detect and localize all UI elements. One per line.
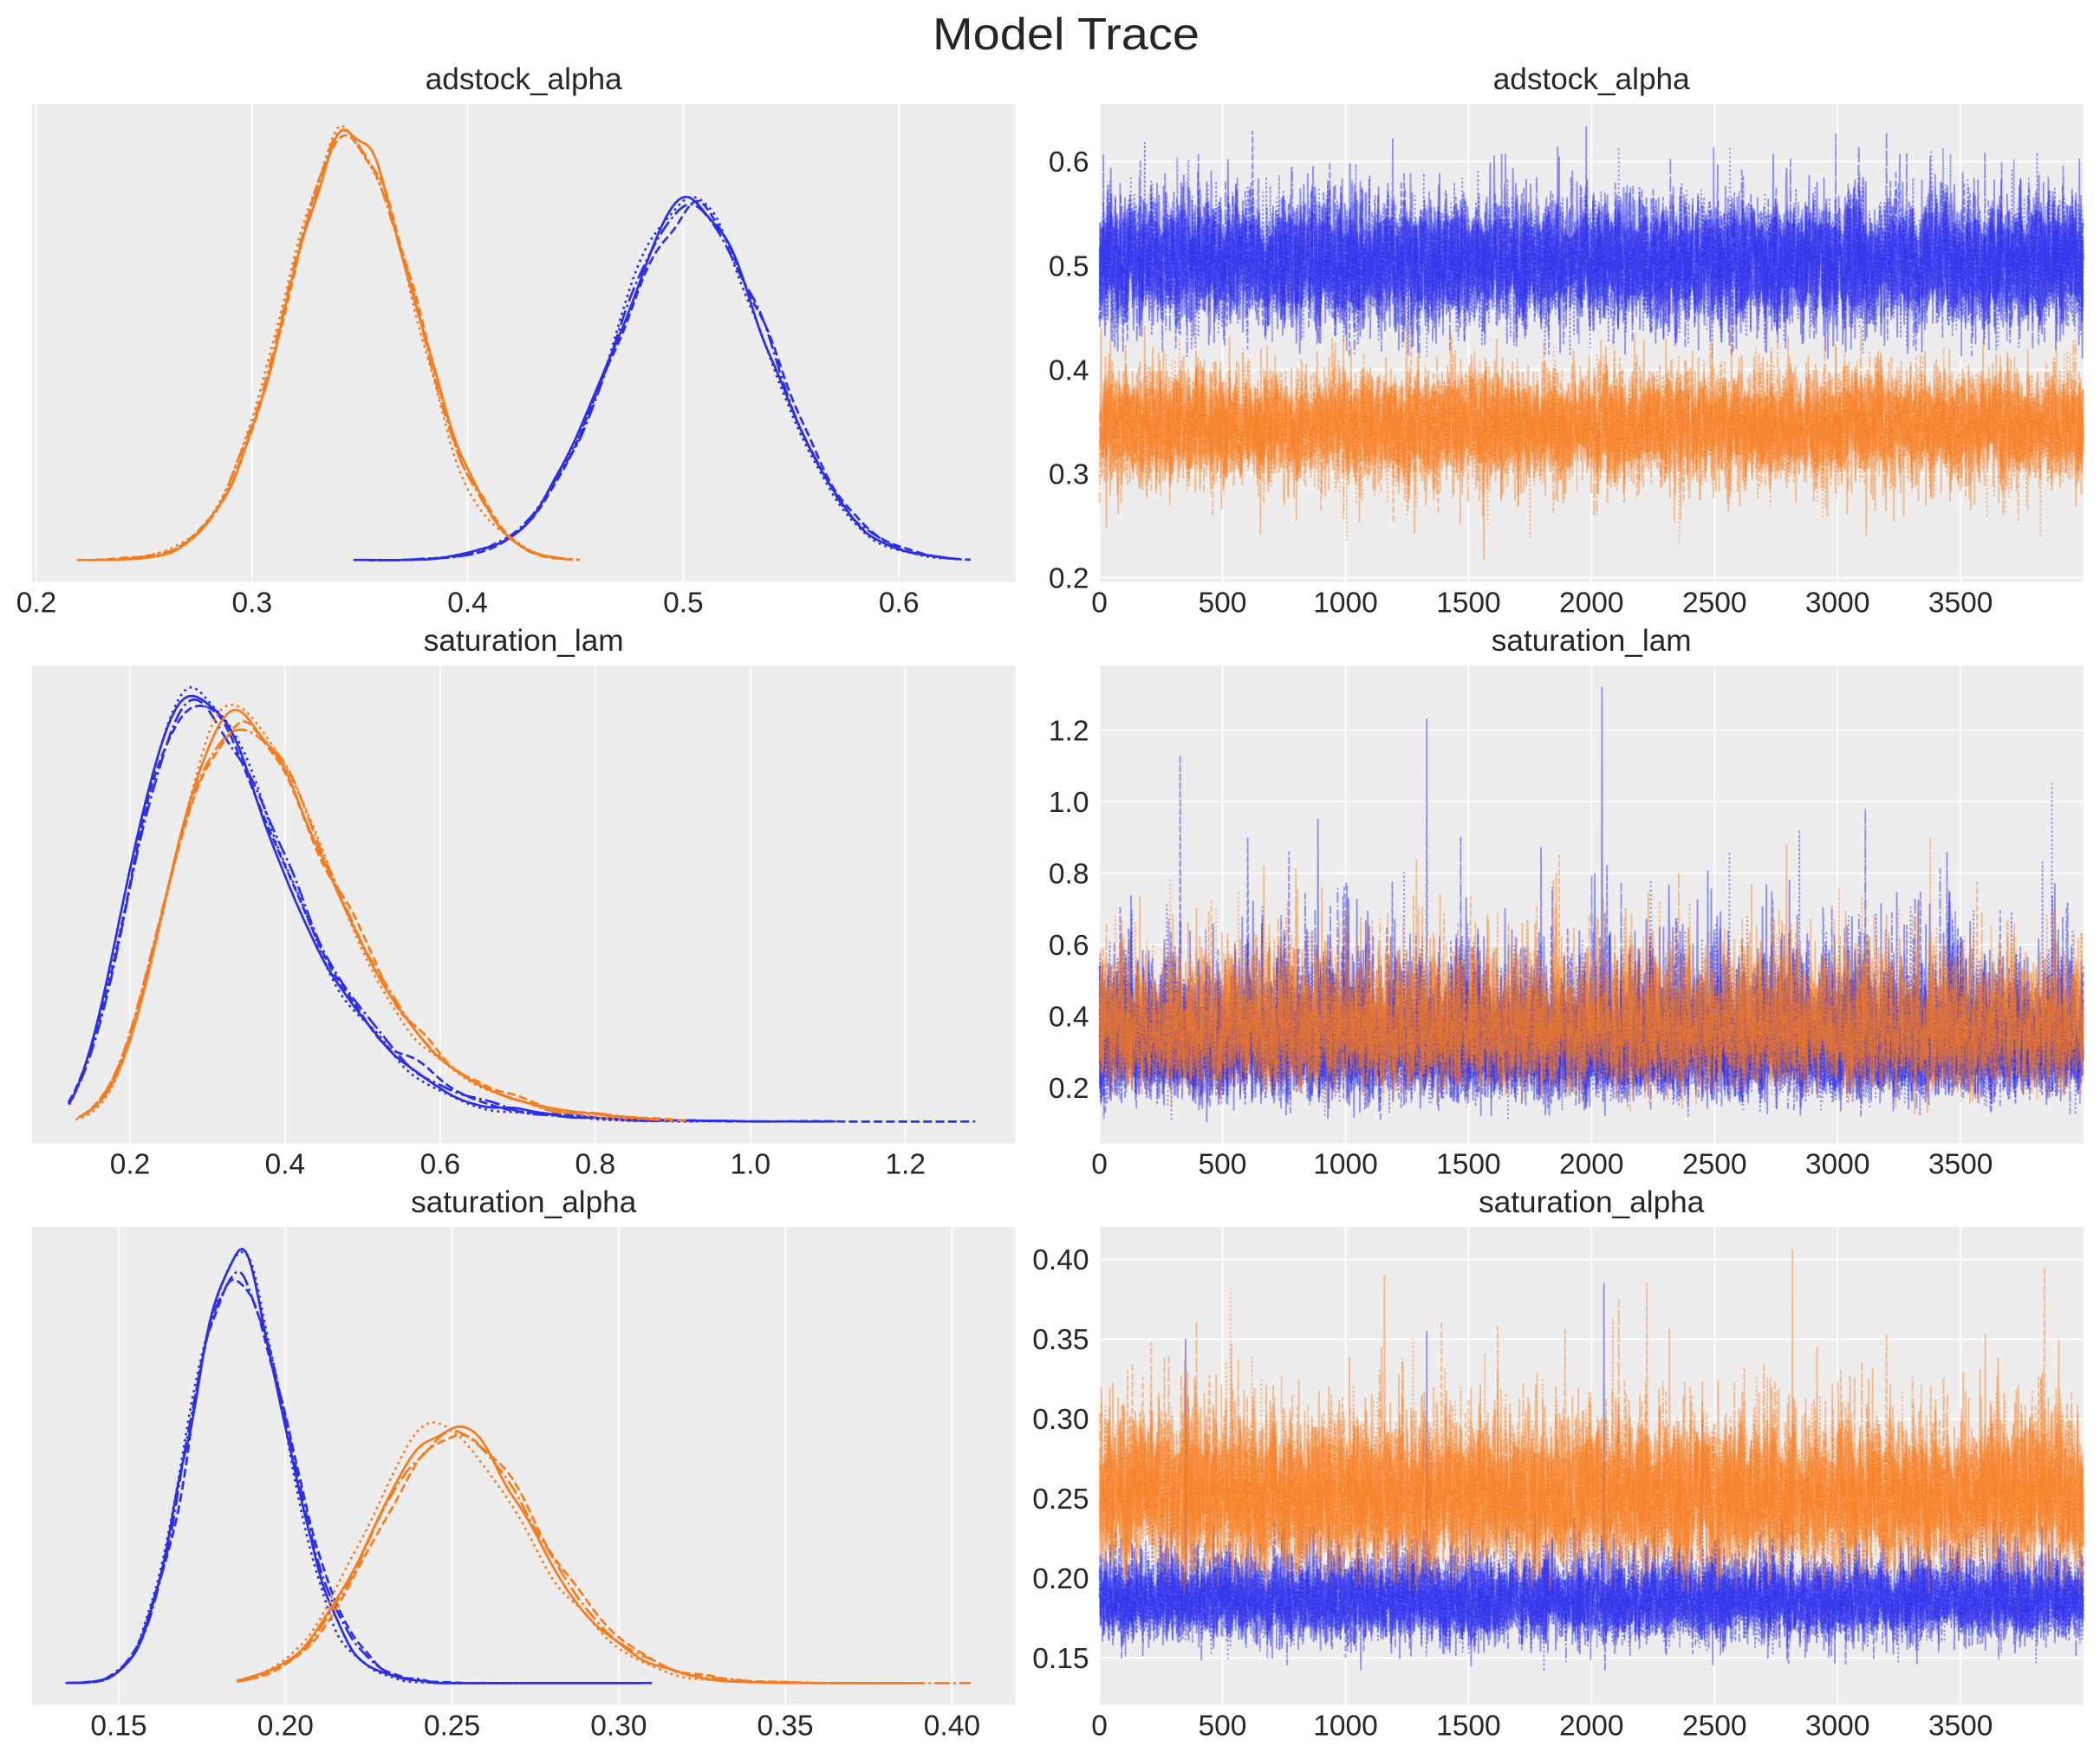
svg-text:1500: 1500 (1436, 1149, 1501, 1181)
svg-text:0.20: 0.20 (257, 1711, 314, 1743)
svg-text:1000: 1000 (1313, 588, 1378, 620)
svg-text:0: 0 (1091, 1149, 1108, 1181)
svg-text:2000: 2000 (1559, 1711, 1624, 1743)
svg-text:0.20: 0.20 (1032, 1563, 1089, 1595)
svg-text:0.4: 0.4 (447, 588, 488, 620)
svg-text:0.6: 0.6 (420, 1149, 461, 1181)
svg-text:0.4: 0.4 (265, 1149, 306, 1181)
svg-text:0.6: 0.6 (879, 588, 920, 620)
svg-text:0.2: 0.2 (16, 588, 57, 620)
svg-text:0.15: 0.15 (90, 1711, 146, 1743)
svg-text:3500: 3500 (1928, 1149, 1993, 1181)
svg-text:0.35: 0.35 (757, 1711, 813, 1743)
svg-text:0.15: 0.15 (1032, 1643, 1089, 1675)
svg-text:500: 500 (1199, 1149, 1247, 1181)
svg-text:0.5: 0.5 (1049, 250, 1089, 282)
svg-text:0: 0 (1091, 1711, 1108, 1743)
svg-text:2500: 2500 (1682, 588, 1747, 620)
svg-text:1.0: 1.0 (1049, 787, 1089, 819)
svg-text:0.4: 0.4 (1049, 1001, 1089, 1033)
svg-text:1500: 1500 (1436, 588, 1501, 620)
svg-text:1.2: 1.2 (1049, 715, 1089, 747)
svg-text:0.4: 0.4 (1049, 354, 1089, 386)
svg-text:3500: 3500 (1928, 588, 1993, 620)
svg-text:1500: 1500 (1436, 1711, 1501, 1743)
svg-text:saturation_lam: saturation_lam (1492, 624, 1692, 658)
svg-text:1.0: 1.0 (731, 1149, 771, 1181)
svg-text:0.3: 0.3 (232, 588, 273, 620)
svg-text:3000: 3000 (1805, 1711, 1870, 1743)
svg-text:saturation_alpha: saturation_alpha (411, 1185, 637, 1219)
svg-text:2500: 2500 (1682, 1149, 1747, 1181)
svg-text:0.2: 0.2 (1049, 562, 1089, 594)
svg-text:2500: 2500 (1682, 1711, 1747, 1743)
svg-text:1000: 1000 (1313, 1711, 1378, 1743)
svg-text:500: 500 (1199, 588, 1247, 620)
svg-text:3000: 3000 (1805, 588, 1870, 620)
svg-text:saturation_alpha: saturation_alpha (1479, 1185, 1705, 1219)
svg-text:0.6: 0.6 (1049, 146, 1089, 179)
svg-text:Model Trace: Model Trace (933, 10, 1200, 60)
svg-text:adstock_alpha: adstock_alpha (1493, 62, 1690, 96)
svg-text:0.25: 0.25 (424, 1711, 480, 1743)
svg-text:2000: 2000 (1559, 588, 1624, 620)
svg-text:500: 500 (1199, 1711, 1247, 1743)
svg-text:2000: 2000 (1559, 1149, 1624, 1181)
svg-text:0.2: 0.2 (1049, 1073, 1089, 1105)
svg-text:3500: 3500 (1928, 1711, 1993, 1743)
svg-text:0.35: 0.35 (1032, 1324, 1089, 1356)
svg-text:0.3: 0.3 (1049, 458, 1089, 490)
svg-text:0.8: 0.8 (575, 1149, 616, 1181)
svg-text:saturation_lam: saturation_lam (424, 624, 624, 658)
svg-text:0.2: 0.2 (110, 1149, 151, 1181)
svg-text:1000: 1000 (1313, 1149, 1378, 1181)
svg-text:0.40: 0.40 (1032, 1244, 1089, 1276)
svg-text:1.2: 1.2 (885, 1149, 926, 1181)
svg-text:0.30: 0.30 (590, 1711, 647, 1743)
svg-text:0.40: 0.40 (924, 1711, 980, 1743)
svg-text:3000: 3000 (1805, 1149, 1870, 1181)
svg-text:0.6: 0.6 (1049, 930, 1089, 962)
svg-text:0.25: 0.25 (1032, 1484, 1089, 1516)
svg-text:0.8: 0.8 (1049, 858, 1089, 890)
svg-text:0.30: 0.30 (1032, 1404, 1089, 1436)
svg-text:0: 0 (1091, 588, 1108, 620)
svg-text:adstock_alpha: adstock_alpha (426, 62, 622, 96)
svg-text:0.5: 0.5 (663, 588, 704, 620)
